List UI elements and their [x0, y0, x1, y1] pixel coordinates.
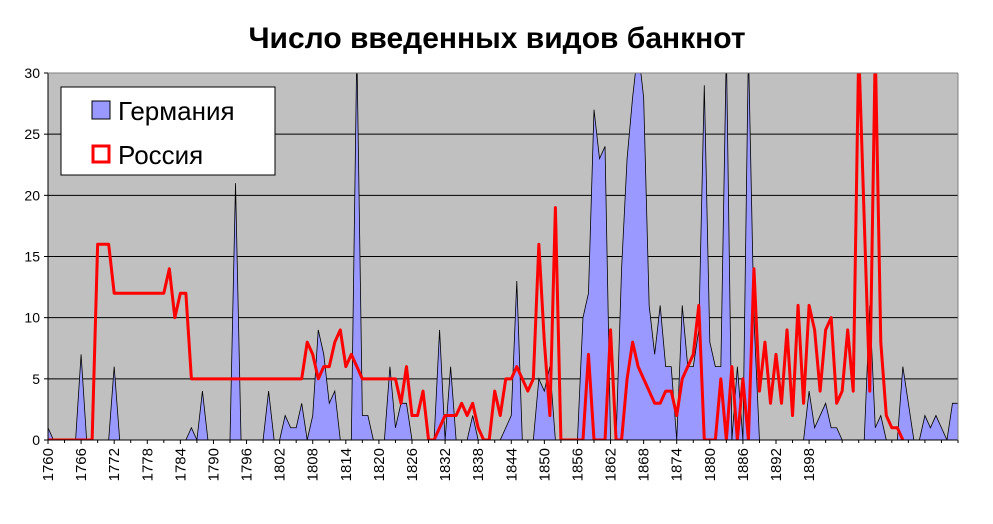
x-tick-label: 1868 — [636, 448, 653, 481]
legend: Германия Россия — [60, 86, 276, 176]
x-tick-label: 1838 — [470, 448, 487, 481]
x-tick-label: 1784 — [172, 448, 189, 481]
chart-title: Число введенных видов банкнот — [248, 22, 745, 55]
x-tick-label: 1814 — [338, 448, 355, 481]
x-tick-label: 1898 — [801, 448, 818, 481]
y-tick-label: 30 — [24, 65, 40, 81]
legend-label-russia: Россия — [118, 140, 203, 170]
x-tick-label: 1880 — [702, 448, 719, 481]
x-tick-label: 1808 — [305, 448, 322, 481]
x-tick-label: 1796 — [239, 448, 256, 481]
russia-series — [48, 73, 905, 440]
x-tick-label: 1802 — [272, 448, 289, 481]
legend-swatch-germany — [91, 100, 111, 120]
x-tick-label: 1760 — [40, 448, 57, 481]
y-tick-label: 25 — [24, 126, 40, 142]
x-tick-label: 1778 — [139, 448, 156, 481]
y-tick-label: 0 — [32, 432, 40, 448]
x-tick-label: 1892 — [768, 448, 785, 481]
germany-series — [48, 73, 958, 440]
x-tick-label: 1820 — [371, 448, 388, 481]
germany-area — [48, 73, 958, 440]
x-tick-label: 1772 — [106, 448, 123, 481]
y-axis-ticks: 0 5 10 15 20 25 30 — [24, 65, 48, 448]
legend-swatch-russia — [91, 144, 111, 164]
y-tick-label: 20 — [24, 187, 40, 203]
x-tick-label: 1886 — [735, 448, 752, 481]
x-tick-label: 1874 — [669, 448, 686, 481]
x-axis-ticks: 1760 1766 1772 1778 1784 1790 1796 1802 1808 1814… — [40, 440, 959, 481]
x-tick-label: 1790 — [205, 448, 222, 481]
x-tick-label: 1832 — [437, 448, 454, 481]
x-tick-label: 1766 — [73, 448, 90, 481]
x-tick-label: 1826 — [404, 448, 421, 481]
y-tick-label: 5 — [32, 371, 40, 387]
x-tick-label: 1850 — [536, 448, 553, 481]
legend-label-germany: Германия — [118, 96, 235, 126]
x-tick-label: 1856 — [569, 448, 586, 481]
x-tick-label: 1844 — [503, 448, 520, 481]
y-tick-label: 10 — [24, 310, 40, 326]
y-tick-label: 15 — [24, 249, 40, 265]
russia-line — [48, 73, 905, 440]
x-tick-label: 1862 — [603, 448, 620, 481]
